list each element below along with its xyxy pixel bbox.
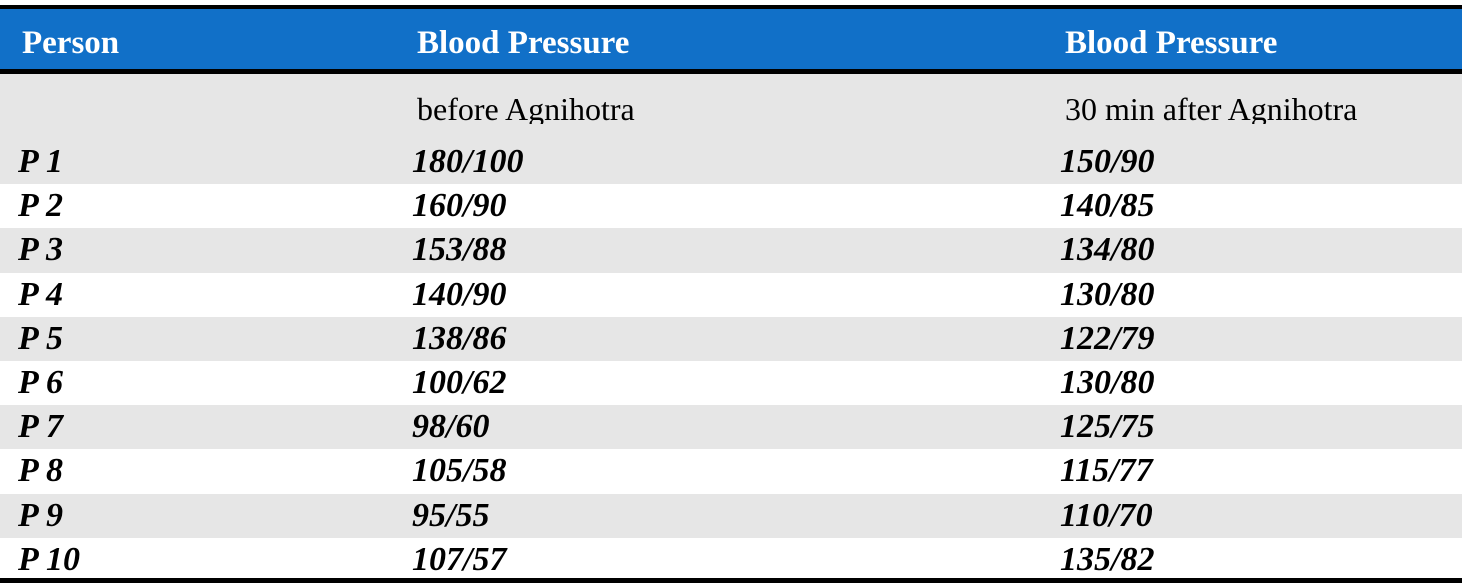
cell-before: 140/90 [412,275,507,313]
table-row: P 6 100/62 130/80 [0,361,1462,406]
cell-before: 138/86 [412,319,507,357]
cell-before: 100/62 [412,364,507,401]
cell-after: 122/79 [1060,319,1155,357]
table-row: P 10 107/57 135/82 [0,537,1462,583]
cell-before: 180/100 [412,143,524,180]
table-top-rule [0,5,1462,9]
cell-person: P 3 [18,231,64,269]
table-row: P 3 153/88 134/80 [0,228,1462,274]
subheader-before: before Agnihotra [417,91,635,127]
cell-before: 105/58 [412,452,507,490]
cell-after: 134/80 [1060,231,1155,269]
table-bottom-rule [0,578,1462,583]
cell-before: 95/55 [412,496,490,534]
table-row: P 7 98/60 125/75 [0,405,1462,451]
cell-after: 150/90 [1060,143,1155,180]
cell-person: P 8 [18,452,64,490]
cell-person: P 9 [18,496,64,534]
cell-before: 160/90 [412,187,507,225]
cell-person: P 4 [18,275,64,313]
cell-person: P 1 [18,143,64,180]
cell-before: 98/60 [412,408,490,446]
cell-person: P 6 [18,364,64,401]
cell-before: 107/57 [412,540,507,578]
header-blood-pressure-before: Blood Pressure [417,25,630,61]
blood-pressure-table: Person Blood Pressure Blood Pressure bef… [0,5,1462,583]
table-row: P 8 105/58 115/77 [0,449,1462,495]
cell-after: 140/85 [1060,187,1155,225]
cell-after: 130/80 [1060,364,1155,401]
header-blood-pressure-after: Blood Pressure [1065,25,1278,61]
cell-after: 130/80 [1060,275,1155,313]
cell-after: 135/82 [1060,540,1155,578]
header-rule [0,69,1462,74]
table-row: P 9 95/55 110/70 [0,493,1462,539]
table-header-row: Person Blood Pressure Blood Pressure [0,9,1462,69]
cell-after: 115/77 [1060,452,1153,490]
cell-after: 110/70 [1060,496,1153,534]
table-row: P 2 160/90 140/85 [0,184,1462,230]
table-row: P 5 138/86 122/79 [0,316,1462,362]
subheader-after: 30 min after Agnihotra [1065,91,1358,127]
cell-person: P 2 [18,187,64,225]
cell-person: P 10 [18,540,81,578]
table-row: P 4 140/90 130/80 [0,272,1462,318]
table-row: P 1 180/100 150/90 [0,124,1462,185]
header-person: Person [22,25,120,61]
cell-person: P 5 [18,319,64,357]
cell-before: 153/88 [412,231,507,269]
cell-after: 125/75 [1060,408,1155,446]
cell-person: P 7 [18,408,64,446]
